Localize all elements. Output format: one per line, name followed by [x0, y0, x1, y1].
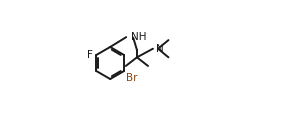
Text: Br: Br: [126, 73, 138, 83]
Text: F: F: [87, 50, 93, 60]
Text: NH: NH: [131, 32, 146, 42]
Text: N: N: [156, 44, 164, 54]
